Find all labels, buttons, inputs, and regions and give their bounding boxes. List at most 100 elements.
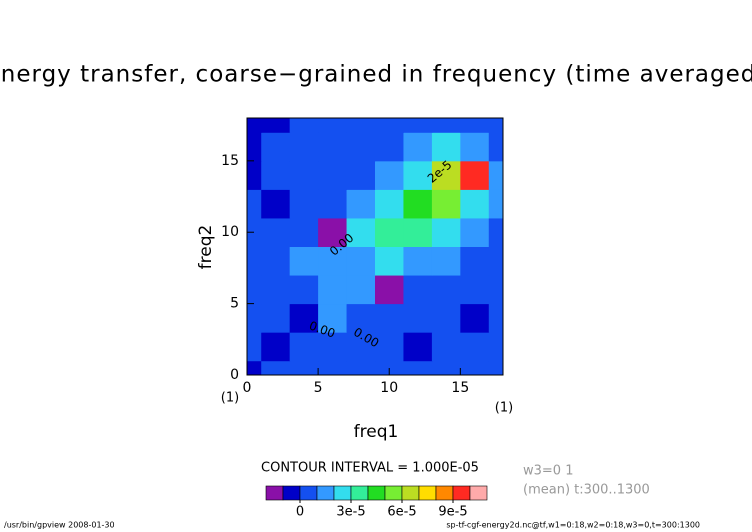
contour-cell: [488, 303, 504, 333]
colorbar-box: [350, 485, 369, 501]
colorbar-tick-label: 6e-5: [387, 505, 416, 520]
contour-cell: [403, 332, 433, 362]
contour-cell: [346, 303, 376, 333]
contour-cell: [261, 332, 291, 362]
contour-cell: [375, 332, 404, 362]
footer-left: /usr/bin/gpview 2008-01-30: [4, 521, 115, 530]
contour-cell: [488, 160, 504, 190]
contour-cell: [261, 160, 291, 190]
contour-cell: [346, 217, 376, 247]
colorbar-box: [265, 485, 284, 501]
contour-cell: [460, 132, 490, 162]
contour-cell: [460, 303, 490, 333]
contour-cell: [247, 332, 262, 362]
contour-cell: [261, 275, 291, 305]
contour-cell: [431, 118, 461, 133]
x-axis-label: freq1: [354, 422, 399, 442]
contour-cell: [346, 118, 376, 133]
y-tick-label: 15: [221, 153, 239, 169]
contour-cell: [431, 132, 461, 162]
contour-cell: [431, 217, 461, 247]
info-text: (mean) t:300..1300: [523, 483, 650, 498]
contour-cell: [247, 160, 262, 190]
colorbar-tick-label: 0: [296, 505, 304, 520]
info-text: w3=0 1: [523, 464, 573, 479]
y-tick-label: 10: [221, 224, 239, 240]
contour-cell: [375, 189, 404, 219]
contour-cell: [318, 160, 348, 190]
colorbar-tick-label: 3e-5: [336, 505, 365, 520]
contour-cell: [431, 160, 461, 190]
contour-cell: [346, 246, 376, 276]
contour-cell: [403, 118, 433, 133]
colorbar-box: [384, 485, 403, 501]
contour-cell: [488, 275, 504, 305]
contour-cell: [247, 217, 262, 247]
contour-cell: [247, 303, 262, 333]
contour-cell: [460, 360, 490, 376]
contour-cell: [431, 246, 461, 276]
contour-cell: [247, 275, 262, 305]
contour-cell: [403, 246, 433, 276]
contour-cell: [460, 160, 490, 190]
colorbar-box: [435, 485, 454, 501]
y-axis-label: freq2: [196, 225, 216, 270]
contour-cell: [289, 246, 319, 276]
contour-cell: [318, 332, 348, 362]
contour-cell: [375, 132, 404, 162]
contour-cell: [431, 189, 461, 219]
colorbar-box: [299, 485, 318, 501]
contour-cell: [403, 275, 433, 305]
contour-cell: [375, 246, 404, 276]
contour-interval: CONTOUR INTERVAL = 1.000E-05: [261, 461, 479, 476]
contour-cell: [318, 275, 348, 305]
contour-cell: [488, 189, 504, 219]
contour-cell: [460, 217, 490, 247]
x-tick-label: 10: [380, 380, 398, 396]
y-unit: (1): [495, 401, 513, 416]
colorbar-tick-label: 9e-5: [438, 505, 467, 520]
contour-cell: [488, 360, 504, 376]
contour-cell: [488, 246, 504, 276]
contour-cell: [431, 332, 461, 362]
colorbar-box: [367, 485, 386, 501]
contour-cell: [289, 132, 319, 162]
contour-cell: [261, 132, 291, 162]
contour-cell: [289, 160, 319, 190]
contour-cell: [289, 189, 319, 219]
contour-cell: [346, 332, 376, 362]
contour-cell: [403, 189, 433, 219]
contour-cell: [318, 189, 348, 219]
contour-cell: [247, 132, 262, 162]
contour-cell: [488, 332, 504, 362]
contour-cell: [346, 160, 376, 190]
contour-cell: [375, 275, 404, 305]
contour-cell: [261, 360, 291, 376]
contour-cell: [261, 118, 291, 133]
contour-cell: [318, 360, 348, 376]
contour-cell: [318, 118, 348, 133]
colorbar-box: [282, 485, 301, 501]
footer-right: sp-tf-cgf-energy2d.nc@tf,w1=0:18,w2=0:18…: [446, 521, 700, 530]
colorbar-box: [469, 485, 488, 501]
contour-cell: [460, 189, 490, 219]
x-tick-label: 15: [451, 380, 469, 396]
contour-cell: [289, 217, 319, 247]
contour-cell: [261, 246, 291, 276]
contour-cell: [460, 332, 490, 362]
contour-cell: [431, 275, 461, 305]
contour-cell: [431, 303, 461, 333]
contour-cell: [318, 217, 348, 247]
contour-cell: [289, 303, 319, 333]
contour-cell: [289, 275, 319, 305]
chart-title: energy transfer, coarse−grained in frequ…: [0, 62, 752, 88]
contour-cell: [403, 217, 433, 247]
contour-cell: [247, 360, 262, 376]
contour-cell: [289, 332, 319, 362]
contour-cell: [460, 246, 490, 276]
contour-cell: [346, 132, 376, 162]
y-tick-label: 0: [230, 367, 239, 383]
contour-cell: [346, 189, 376, 219]
contour-cell: [375, 160, 404, 190]
contour-cell: [403, 303, 433, 333]
